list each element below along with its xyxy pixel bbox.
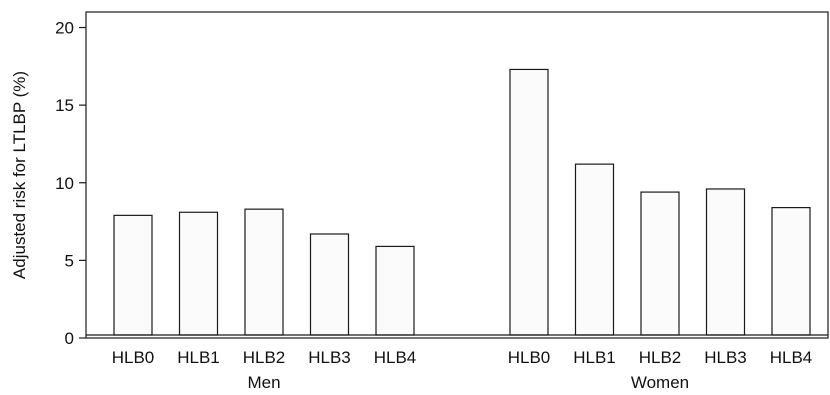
y-tick-label: 10 xyxy=(55,174,74,193)
x-tick-label: HLB3 xyxy=(308,348,351,367)
bar-men-hlb2 xyxy=(244,208,284,336)
bars xyxy=(113,68,811,336)
x-axis-tick-labels: HLB0 HLB1 HLB2 HLB3 HLB4 HLB0 HLB1 HLB2 HLB3 HLB4 xyxy=(112,348,813,367)
y-tick-label: 20 xyxy=(55,19,74,38)
x-tick-label: HLB4 xyxy=(374,348,417,367)
y-tick-label: 15 xyxy=(55,96,74,115)
x-tick-label: HLB1 xyxy=(573,348,616,367)
group-label-women: Women xyxy=(631,373,689,392)
bar-women-hlb0 xyxy=(509,68,549,336)
x-tick-label: HLB3 xyxy=(704,348,747,367)
y-tick-label: 5 xyxy=(65,251,74,270)
bar-men-hlb3 xyxy=(309,233,350,336)
bar-men-hlb0 xyxy=(113,214,153,336)
bar-men-hlb4 xyxy=(375,245,415,336)
x-tick-label: HLB1 xyxy=(177,348,220,367)
bar-women-hlb4 xyxy=(771,207,811,336)
group-label-men: Men xyxy=(247,373,280,392)
x-tick-label: HLB2 xyxy=(639,348,682,367)
x-tick-label: HLB4 xyxy=(770,348,813,367)
bar-women-hlb3 xyxy=(705,188,746,336)
group-labels: Men Women xyxy=(247,373,689,392)
bar-women-hlb2 xyxy=(640,191,680,336)
x-tick-label: HLB2 xyxy=(243,348,286,367)
bar-men-hlb1 xyxy=(178,211,219,336)
plot-frame xyxy=(85,11,829,339)
x-tick-label: HLB0 xyxy=(112,348,155,367)
x-tick-label: HLB0 xyxy=(508,348,551,367)
y-tick-label: 0 xyxy=(65,329,74,348)
y-axis-label: Adjusted risk for LTLBP (%) xyxy=(10,71,29,279)
y-axis-ticks: 0 5 10 15 20 xyxy=(55,19,86,348)
bar-women-hlb1 xyxy=(574,163,615,336)
